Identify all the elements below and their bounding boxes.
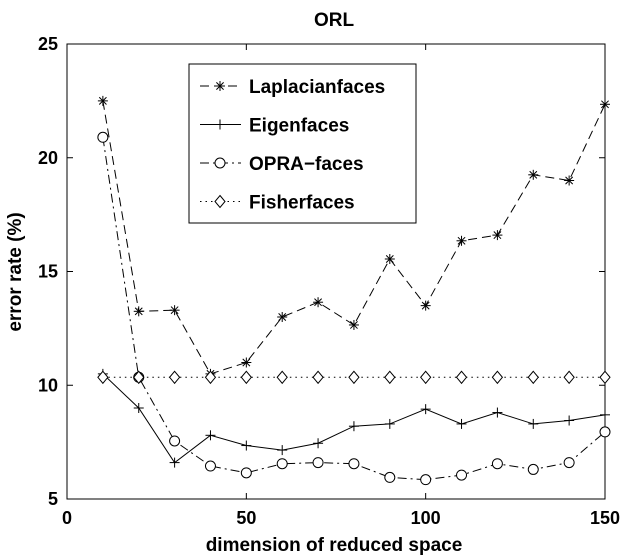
data-point-eigenfaces (205, 430, 216, 441)
data-point-eigenfaces (564, 415, 575, 426)
data-point-laplacianfaces (492, 230, 503, 241)
data-point-fisherfaces (312, 370, 324, 385)
data-point-laplacianfaces (169, 305, 180, 316)
y-tick-label: 10 (38, 375, 58, 395)
data-point-opra-faces (97, 131, 109, 143)
legend-entry-opra-faces: OPRA−faces (200, 154, 364, 175)
y-axis: 5 10 15 20 25 (38, 34, 605, 509)
series-opra-faces (97, 131, 611, 486)
data-point-eigenfaces (133, 403, 144, 413)
data-point-eigenfaces (492, 407, 503, 418)
data-point-fisherfaces (204, 370, 217, 385)
data-point-fisherfaces (599, 370, 611, 385)
data-point-opra-faces (348, 458, 360, 470)
y-axis-title: error rate (%) (5, 212, 26, 331)
legend-entry-fisherfaces: Fisherfaces (200, 193, 355, 214)
legend-entry-laplacianfaces: Laplacianfaces (200, 77, 385, 98)
y-tick-label: 15 (38, 262, 58, 282)
data-point-opra-faces (240, 467, 252, 479)
data-point-laplacianfaces (133, 306, 144, 317)
data-point-eigenfaces (348, 421, 359, 432)
data-point-eigenfaces (420, 404, 431, 415)
data-point-fisherfaces (133, 370, 145, 385)
data-point-fisherfaces (168, 370, 181, 385)
legend-entry-eigenfaces: Eigenfaces (200, 116, 349, 137)
data-point-fisherfaces (97, 370, 109, 385)
data-point-laplacianfaces (277, 312, 288, 322)
series-line-laplacianfaces (102, 100, 606, 375)
data-point-laplacianfaces (384, 253, 395, 264)
data-point-opra-faces (312, 457, 324, 469)
data-point-eigenfaces (456, 418, 467, 429)
legend: Laplacianfaces Eigenfaces OPRA−faces Fisher… (188, 63, 417, 224)
data-point-opra-faces (276, 458, 288, 470)
data-point-laplacianfaces (97, 95, 108, 106)
legend-label-eigenfaces: Eigenfaces (249, 116, 349, 137)
data-point-eigenfaces (169, 457, 180, 468)
legend-marker-eigenfaces (215, 119, 225, 130)
legend-marker-fisherfaces (214, 194, 226, 209)
data-point-laplacianfaces (241, 357, 252, 368)
data-point-eigenfaces (277, 445, 288, 456)
series-layer (97, 95, 611, 486)
legend-box (188, 63, 417, 224)
data-point-opra-faces (563, 457, 575, 469)
data-point-fisherfaces (527, 370, 539, 385)
data-point-laplacianfaces (313, 297, 324, 308)
data-point-opra-faces (169, 435, 181, 447)
data-point-eigenfaces (241, 440, 252, 451)
data-point-opra-faces (491, 458, 503, 470)
data-point-opra-faces (420, 474, 432, 486)
x-axis-title: dimension of reduced space (206, 535, 463, 556)
x-tick-label: 150 (590, 508, 620, 528)
y-tick-label: 20 (38, 148, 58, 168)
data-point-eigenfaces (528, 418, 539, 429)
legend-label-fisherfaces: Fisherfaces (249, 193, 355, 214)
data-point-opra-faces (204, 460, 216, 472)
data-point-fisherfaces (455, 370, 468, 385)
data-point-eigenfaces (313, 438, 324, 449)
y-tick-label: 5 (48, 489, 58, 509)
chart-title: ORL (314, 10, 355, 31)
x-tick-label: 100 (411, 508, 441, 528)
series-line-eigenfaces (102, 373, 606, 464)
data-point-opra-faces (527, 463, 539, 475)
legend-label-laplacianfaces: Laplacianfaces (249, 77, 385, 98)
data-point-fisherfaces (348, 370, 360, 385)
y-tick-label: 25 (38, 34, 58, 54)
data-point-opra-faces (599, 426, 611, 438)
data-point-opra-faces (384, 471, 396, 483)
data-point-fisherfaces (491, 370, 504, 385)
legend-marker-opra-faces (214, 157, 226, 169)
x-tick-label: 0 (62, 508, 72, 528)
data-point-laplacianfaces (600, 99, 610, 110)
x-axis: 0 50 100 150 (62, 44, 620, 528)
data-point-fisherfaces (563, 370, 575, 385)
data-point-laplacianfaces (528, 169, 539, 180)
data-point-eigenfaces (384, 418, 395, 429)
data-point-eigenfaces (600, 409, 610, 420)
data-point-fisherfaces (276, 370, 288, 385)
data-point-laplacianfaces (456, 235, 467, 246)
data-point-fisherfaces (420, 370, 432, 385)
x-tick-label: 50 (236, 508, 256, 528)
data-point-fisherfaces (240, 370, 252, 385)
series-fisherfaces (97, 370, 611, 385)
series-line-opra-faces (102, 137, 606, 481)
data-point-fisherfaces (384, 370, 396, 385)
data-point-laplacianfaces (348, 319, 359, 330)
legend-label-opra-faces: OPRA−faces (249, 154, 364, 175)
data-point-laplacianfaces (420, 300, 431, 311)
data-point-opra-faces (456, 469, 468, 481)
legend-marker-laplacianfaces (215, 81, 225, 91)
data-point-laplacianfaces (564, 175, 575, 186)
